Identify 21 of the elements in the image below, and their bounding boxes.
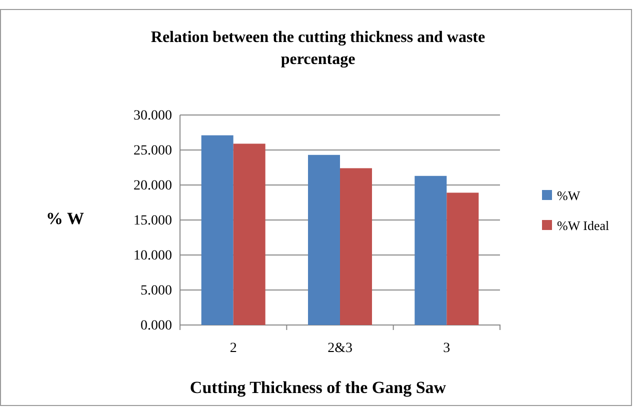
y-tick-label: 15.000 [134, 213, 172, 228]
bar [446, 192, 479, 325]
bar [233, 144, 266, 325]
y-tick-label: 25.000 [134, 143, 172, 158]
bar [201, 135, 234, 325]
y-axis-title: % W [46, 209, 84, 228]
y-tick-label: 20.000 [134, 178, 172, 194]
x-tick-label: 3 [443, 340, 450, 356]
legend-label: %W [557, 188, 581, 203]
x-tick-label: 2 [230, 340, 237, 356]
y-tick-label: 30.000 [134, 108, 172, 124]
bar [414, 176, 447, 325]
x-axis-title: Cutting Thickness of the Gang Saw [190, 378, 447, 397]
x-tick-label: 2&3 [328, 340, 352, 356]
chart-title: Relation between the cutting thickness and waste percentage [150, 29, 486, 68]
y-tick-label: 10.000 [134, 248, 172, 264]
y-tick-label: 5.000 [140, 283, 172, 298]
bar [340, 168, 372, 325]
bar [308, 154, 340, 325]
legend-label: %W Ideal [557, 218, 610, 233]
y-tick-label: 0.000 [140, 318, 172, 334]
